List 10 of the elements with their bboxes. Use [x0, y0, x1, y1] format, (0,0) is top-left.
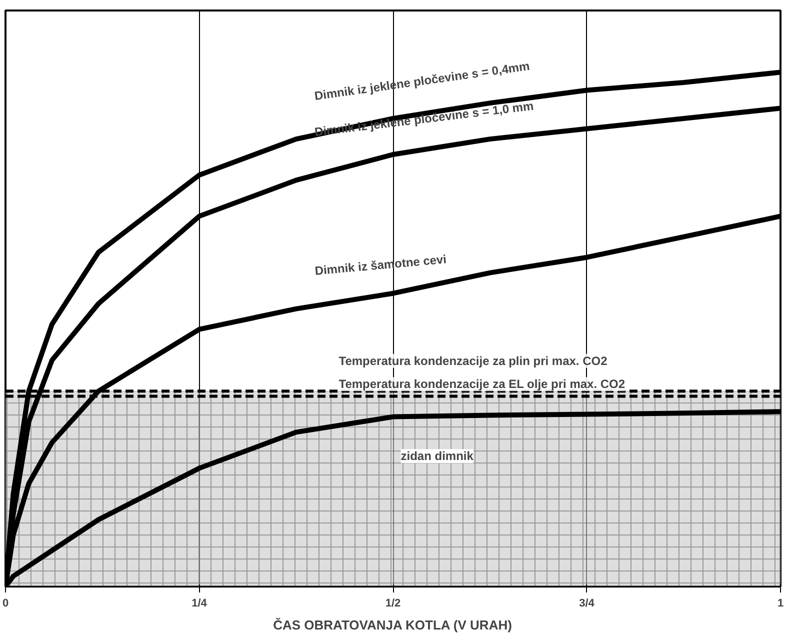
x-tick-label: 1/2	[385, 598, 401, 610]
text: zidan dimnik	[400, 449, 474, 464]
x-tick-label: 3/4	[579, 598, 596, 610]
ref-line-label: Temperatura kondenzacije za plin pri max. CO2	[338, 354, 608, 368]
ref-line-label: Temperatura kondenzacije za EL olje pri max. CO2	[338, 377, 626, 392]
text: Dimnik iz šamotne cevi	[314, 252, 448, 278]
x-tick-label: 1	[777, 598, 784, 610]
x-axis-title: ČAS OBRATOVANJA KOTLA (V URAH)	[273, 618, 512, 632]
x-tick-label: 1/4	[192, 598, 208, 610]
x-tick-label: 0	[2, 598, 9, 610]
